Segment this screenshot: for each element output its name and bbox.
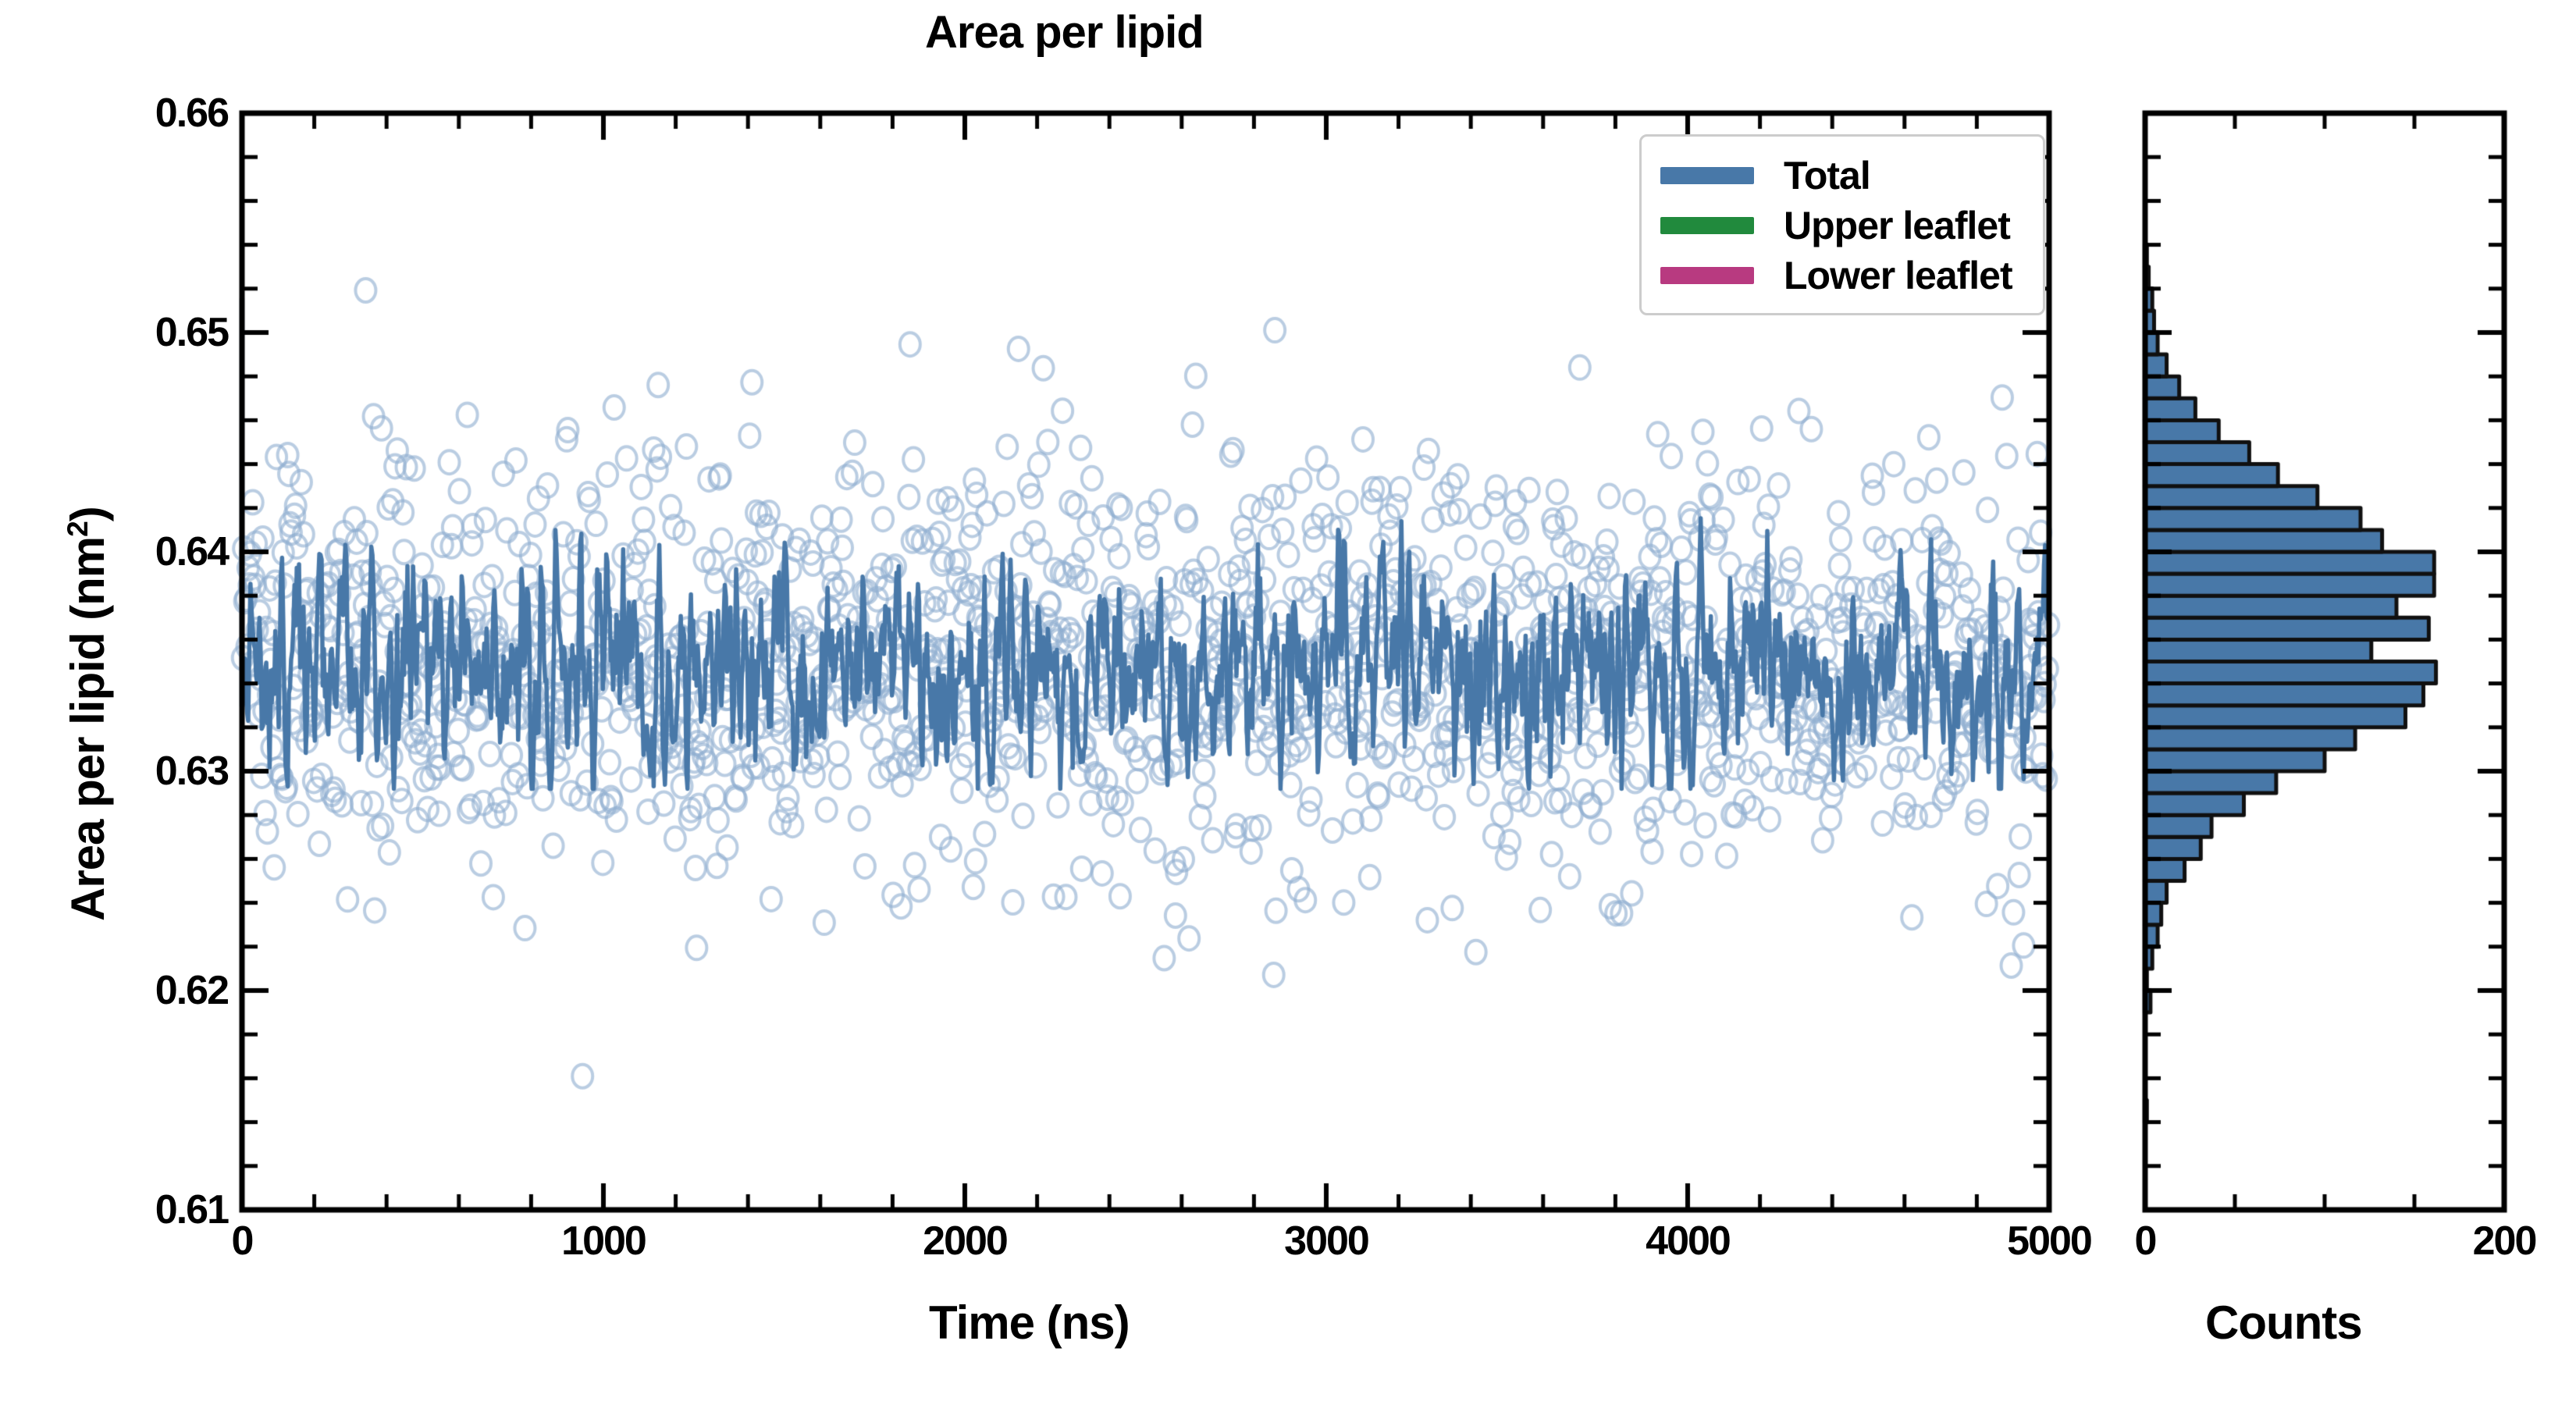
legend-label-2: Lower leaflet: [1784, 254, 2013, 297]
y-tick-1: 0.62: [155, 968, 229, 1013]
x-tick-4: 4000: [1646, 1218, 1731, 1264]
legend-entry-0[interactable]: Total: [1660, 151, 2024, 201]
x-axis-label: Time (ns): [929, 1297, 1130, 1349]
legend-entry-1[interactable]: Upper leaflet: [1660, 201, 2024, 251]
y-tick-2: 0.63: [155, 749, 229, 794]
legend-swatch-0: [1660, 167, 1754, 184]
y-axis-label-text: Area per lipid (nm: [62, 536, 114, 921]
y-axis-label-suffix: ): [62, 507, 114, 522]
legend-entry-2[interactable]: Lower leaflet: [1660, 251, 2024, 301]
legend-swatch-1: [1660, 217, 1754, 234]
y-tick-4: 0.65: [155, 310, 229, 355]
x-tick-1: 1000: [561, 1218, 647, 1264]
x-tick-5: 5000: [2007, 1218, 2093, 1264]
legend-swatch-2: [1660, 267, 1754, 284]
x-tick-3: 3000: [1284, 1218, 1370, 1264]
y-tick-0: 0.61: [155, 1187, 229, 1232]
y-tick-3: 0.64: [155, 529, 229, 574]
legend[interactable]: Total Upper leaflet Lower leaflet: [1639, 134, 2045, 315]
y-tick-5: 0.66: [155, 91, 229, 136]
page-title: Area per lipid: [925, 7, 1204, 58]
x-tick-0: 0: [231, 1218, 254, 1264]
legend-label-1: Upper leaflet: [1784, 204, 2011, 247]
histogram-x-axis-label: Counts: [2205, 1297, 2363, 1349]
legend-label-0: Total: [1784, 154, 1871, 197]
x-tick-2: 2000: [923, 1218, 1009, 1264]
histogram-x-tick-1: 200: [2472, 1218, 2538, 1264]
histogram-x-tick-0: 0: [2134, 1218, 2158, 1264]
